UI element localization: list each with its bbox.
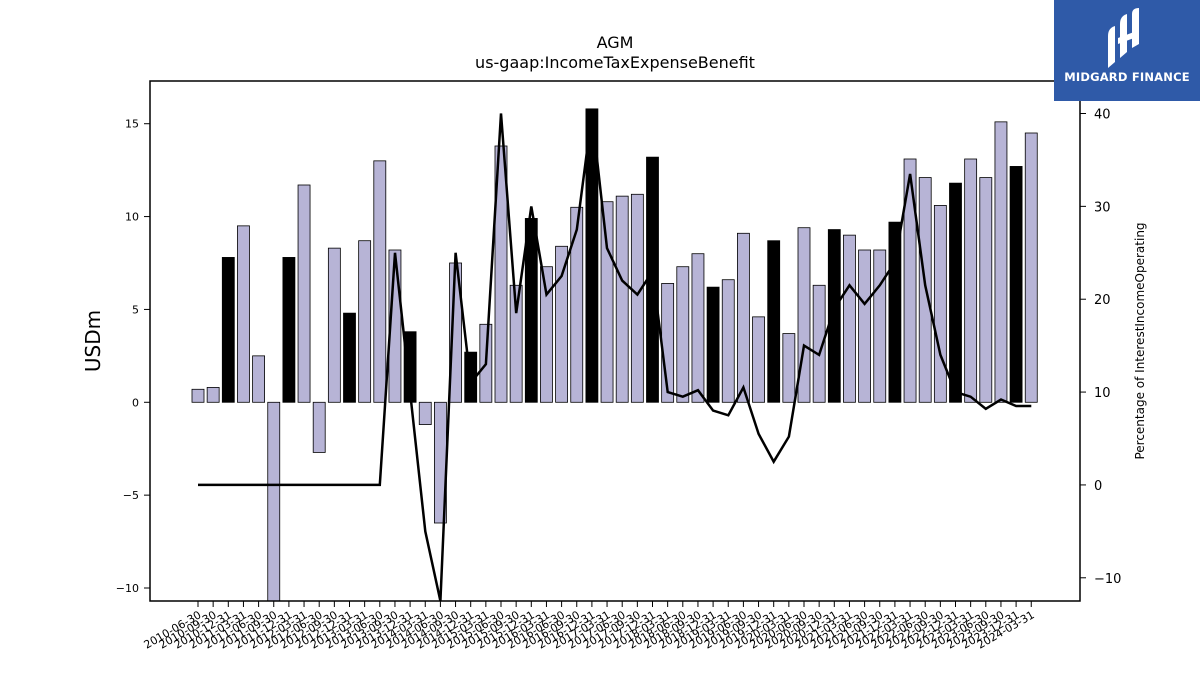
bar-2023-06-30 [979, 177, 993, 403]
bar-2022-12-31 [949, 182, 962, 403]
bar-2010-12-31 [221, 257, 235, 403]
y-tick-label: 10 [125, 211, 139, 224]
bar-2019-06-30 [737, 232, 750, 403]
bar-2011-09-30 [267, 401, 281, 602]
bar-2017-09-30 [630, 193, 644, 403]
midgard-logo-icon [1108, 8, 1139, 68]
bar-2018-09-30 [691, 253, 705, 403]
bar-2023-03-31 [964, 158, 978, 403]
bar-2018-12-31 [706, 286, 720, 403]
y-tick-label: 15 [125, 118, 139, 131]
bar-2012-12-31 [343, 312, 356, 403]
y-axis-left: −10 −5 0 5 10 15 [116, 118, 150, 595]
bar-2013-06-30 [373, 160, 387, 403]
bar-2010-09-30 [206, 387, 220, 403]
bar-2011-03-31 [237, 225, 250, 403]
bar-2017-03-31 [600, 201, 614, 403]
y2-tick-label: 40 [1094, 108, 1111, 123]
y2-tick-label: 20 [1094, 293, 1111, 308]
bar-2016-06-30 [555, 245, 568, 403]
bar-2016-09-30 [570, 206, 584, 403]
bar-2019-09-30 [752, 316, 765, 403]
bar-2021-06-30 [858, 249, 871, 403]
percentage-line [198, 113, 1032, 602]
bar-2017-06-30 [615, 195, 629, 403]
bar-2011-12-31 [282, 257, 296, 403]
y-axis-label: USDm [81, 310, 105, 372]
y2-tick-label: 0 [1094, 479, 1102, 494]
y2-axis-label: Percentage of InterestIncomeOperating [1133, 222, 1147, 459]
y-tick-label: 5 [132, 303, 139, 316]
y2-tick-label: 30 [1094, 200, 1111, 215]
bar-2020-09-30 [812, 284, 826, 403]
bar-2015-06-30 [494, 145, 508, 403]
bar-2012-03-31 [297, 184, 311, 403]
y-tick-label: −10 [116, 582, 139, 595]
bar-2021-12-31 [888, 221, 902, 403]
bar-2015-12-31 [524, 218, 538, 403]
chart-title: AGM [597, 33, 634, 52]
x-axis: 2010-06-302010-09-302010-12-312011-03-31… [142, 601, 1037, 652]
y-tick-label: 0 [132, 396, 139, 409]
bar-2013-03-31 [358, 240, 372, 403]
bar-2010-06-30 [191, 388, 205, 403]
bar-2023-09-30 [994, 121, 1008, 403]
bar-2019-03-31 [721, 279, 735, 403]
bar-2020-12-31 [827, 229, 841, 403]
brand-name: MIDGARD FINANCE [1064, 70, 1190, 84]
bar-2021-03-31 [843, 234, 856, 403]
brand-logo: MIDGARD FINANCE [1054, 0, 1200, 101]
plot-frame [149, 80, 1081, 602]
y-tick-label: −5 [123, 489, 139, 502]
bar-2019-12-31 [767, 240, 781, 403]
bar-2011-06-30 [252, 355, 266, 403]
bar-2020-03-31 [782, 333, 796, 403]
bar-2024-03-31 [1024, 132, 1038, 403]
bar-2023-12-31 [1009, 166, 1023, 403]
y2-tick-label: −10 [1094, 572, 1121, 587]
bar-2021-09-30 [873, 249, 887, 403]
bar-2016-03-31 [540, 266, 553, 403]
bar-2016-12-31 [585, 108, 599, 403]
bar-2012-06-30 [312, 401, 326, 453]
bar-2014-03-31 [418, 401, 432, 425]
bar-2012-09-30 [327, 247, 341, 403]
y2-tick-label: 10 [1094, 386, 1111, 401]
bar-2015-09-30 [509, 284, 523, 403]
bar-2022-03-31 [903, 158, 917, 403]
chart-subtitle: us-gaap:IncomeTaxExpenseBenefit [475, 53, 755, 72]
bar-2022-09-30 [933, 205, 947, 403]
y-axis-right: −10 0 10 20 30 40 [1080, 108, 1121, 587]
bar-2018-06-30 [676, 266, 690, 403]
